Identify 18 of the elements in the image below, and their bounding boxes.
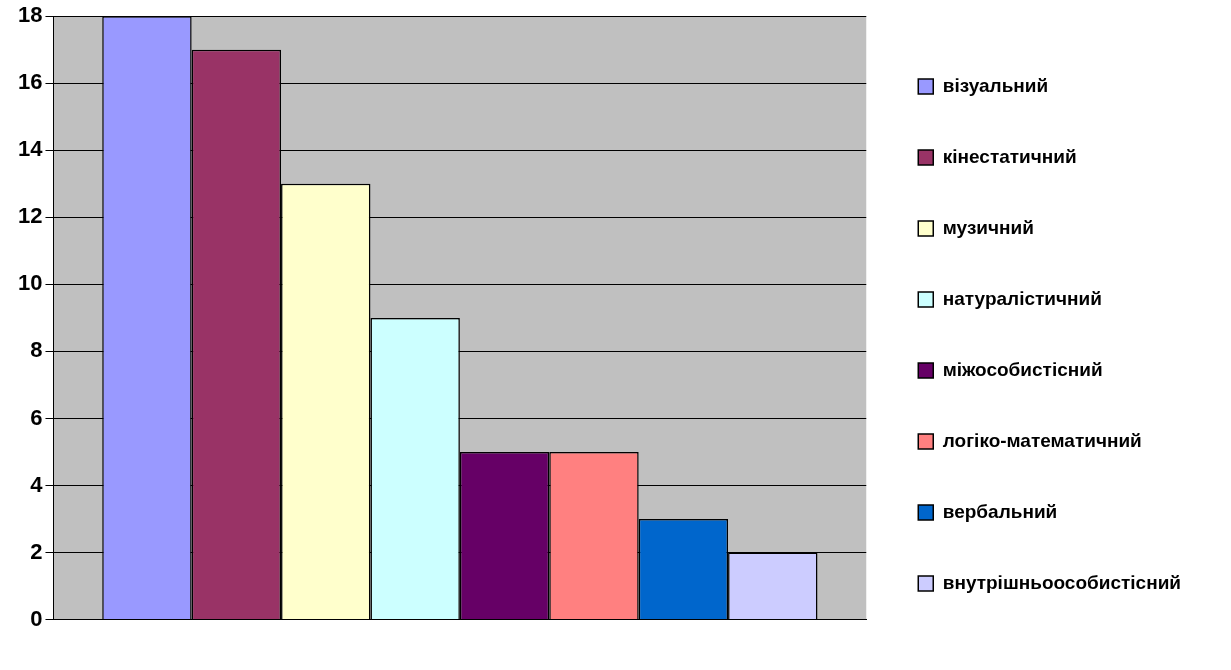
y-tick-label: 8 (30, 337, 43, 363)
y-tick-label: 4 (30, 471, 44, 497)
legend-label: міжособистісний (942, 358, 1103, 380)
y-tick-label: 10 (17, 270, 43, 296)
legend-label: внутрішньоособистісний (942, 571, 1182, 593)
legend-label: натуралістичний (942, 287, 1102, 309)
y-tick-label: 16 (17, 69, 43, 95)
legend-label: кінестатичний (942, 145, 1077, 167)
y-tick-label: 2 (30, 538, 43, 564)
y-tick-label: 18 (17, 2, 43, 28)
legend-label: музичний (942, 216, 1034, 238)
y-tick-label: 14 (17, 136, 44, 162)
legend-label: вербальний (942, 500, 1058, 522)
legend-label: логіко-математичний (942, 429, 1142, 451)
legend-label: візуальний (942, 74, 1049, 96)
y-tick-label: 6 (30, 404, 43, 430)
y-tick-label: 12 (17, 203, 43, 229)
y-tick-label: 0 (30, 605, 43, 631)
